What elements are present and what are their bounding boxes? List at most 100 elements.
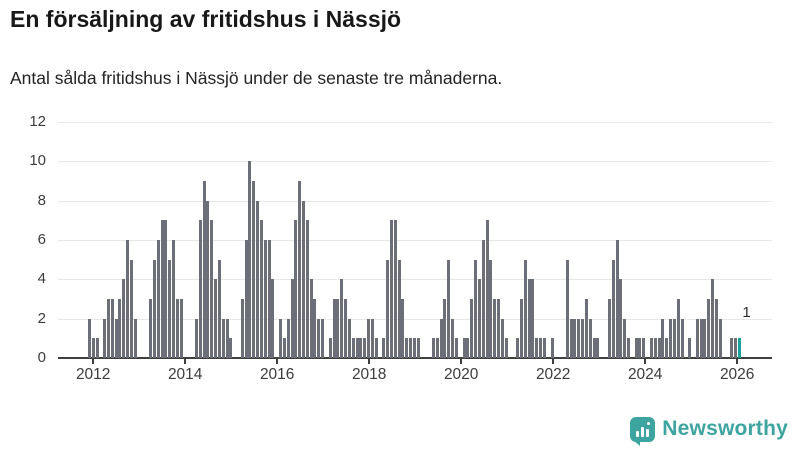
bar xyxy=(416,338,420,358)
bar xyxy=(282,338,286,358)
bar xyxy=(439,318,443,358)
bar xyxy=(225,318,229,358)
x-axis-label-2012: 2012 xyxy=(75,366,111,383)
bar xyxy=(626,338,630,358)
bar xyxy=(592,338,596,358)
bar xyxy=(653,338,657,358)
x-axis-label-2018: 2018 xyxy=(351,366,387,383)
gridline-y10 xyxy=(58,161,772,163)
bar xyxy=(397,259,401,358)
gridline-y4 xyxy=(58,279,772,281)
bar xyxy=(355,338,359,358)
bar xyxy=(210,220,214,358)
bar xyxy=(672,318,676,358)
newsworthy-logo-text: Newsworthy xyxy=(662,417,788,440)
bar xyxy=(466,338,470,358)
bar xyxy=(374,338,378,358)
bar xyxy=(711,279,715,358)
bar xyxy=(504,338,508,358)
bar xyxy=(263,240,267,358)
bar xyxy=(359,338,363,358)
bar xyxy=(638,338,642,358)
x-axis-label-2024: 2024 xyxy=(627,366,663,383)
y-axis-label-6: 6 xyxy=(37,231,46,248)
bar xyxy=(431,338,435,358)
bar xyxy=(523,259,527,358)
bar xyxy=(485,220,489,358)
bar xyxy=(194,318,198,358)
bar xyxy=(363,338,367,358)
bar xyxy=(695,318,699,358)
bar xyxy=(607,299,611,358)
x-axis-tick-2016 xyxy=(276,359,279,364)
bar xyxy=(95,338,99,358)
bar xyxy=(267,240,271,358)
x-axis-tick-2012 xyxy=(92,359,95,364)
bar xyxy=(328,338,332,358)
bar xyxy=(447,259,451,358)
bar xyxy=(734,338,738,358)
bar xyxy=(229,338,233,358)
bar xyxy=(114,318,118,358)
bar xyxy=(366,318,370,358)
bar xyxy=(256,200,260,358)
y-axis-label-10: 10 xyxy=(29,152,46,170)
bar xyxy=(332,299,336,358)
bar xyxy=(657,338,661,358)
bar xyxy=(164,220,168,358)
x-axis-label-2026: 2026 xyxy=(719,366,755,383)
bar xyxy=(401,299,405,358)
bar xyxy=(103,318,107,358)
bar xyxy=(477,279,481,358)
bar xyxy=(596,338,600,358)
bar xyxy=(451,318,455,358)
bar xyxy=(309,279,313,358)
bar xyxy=(126,240,130,358)
newsworthy-logo-icon xyxy=(630,416,656,446)
bar xyxy=(619,279,623,358)
bar xyxy=(565,259,569,358)
bar xyxy=(688,338,692,358)
newsworthy-logo[interactable]: Newsworthy xyxy=(630,414,788,446)
bar xyxy=(665,338,669,358)
bar xyxy=(336,299,340,358)
gridline-y8 xyxy=(58,200,772,202)
chart-subtitle: Antal sålda fritidshus i Nässjö under de… xyxy=(10,68,503,88)
bar xyxy=(500,318,504,358)
x-axis-tick-2020 xyxy=(460,359,463,364)
bar xyxy=(714,299,718,358)
bar xyxy=(382,338,386,358)
bar xyxy=(573,318,577,358)
bar xyxy=(214,279,218,358)
x-axis-label-2014: 2014 xyxy=(167,366,203,383)
bar xyxy=(160,220,164,358)
bar xyxy=(133,318,137,358)
bar xyxy=(217,259,221,358)
bar xyxy=(412,338,416,358)
bar xyxy=(435,338,439,358)
bar xyxy=(290,279,294,358)
bar xyxy=(110,299,114,358)
y-axis-label-2: 2 xyxy=(37,309,46,327)
bar xyxy=(106,299,110,358)
bar xyxy=(149,299,153,358)
bar xyxy=(405,338,409,358)
bar xyxy=(474,259,478,358)
x-axis-tick-2024 xyxy=(644,359,647,364)
bar xyxy=(321,318,325,358)
bar xyxy=(611,259,615,358)
bar xyxy=(122,279,126,358)
bar xyxy=(730,338,734,358)
bar xyxy=(542,338,546,358)
bar xyxy=(202,181,206,358)
page-title: En försäljning av fritidshus i Nässjö xyxy=(10,6,402,32)
bar xyxy=(661,318,665,358)
bar xyxy=(519,299,523,358)
bar xyxy=(252,181,256,358)
bar xyxy=(699,318,703,358)
bar xyxy=(393,220,397,358)
bar xyxy=(248,161,252,358)
bar xyxy=(569,318,573,358)
bar xyxy=(535,338,539,358)
